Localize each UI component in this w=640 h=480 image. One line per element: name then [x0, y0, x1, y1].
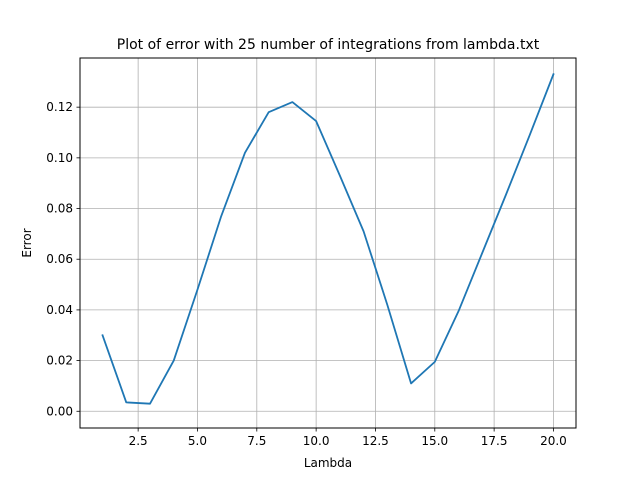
plot-frame [79, 57, 577, 429]
x-tick-label: 17.5 [481, 434, 508, 448]
chart-title: Plot of error with 25 number of integrat… [117, 37, 540, 53]
x-tick-label: 10.0 [303, 434, 330, 448]
y-tick-label: 0.00 [46, 404, 73, 418]
x-tick-label: 15.0 [421, 434, 448, 448]
x-tick-label: 5.0 [188, 434, 207, 448]
y-tick-label: 0.12 [46, 100, 73, 114]
x-tick-label: 2.5 [129, 434, 148, 448]
x-tick-label: 12.5 [362, 434, 389, 448]
x-tick-label: 20.0 [540, 434, 567, 448]
y-tick-label: 0.06 [46, 252, 73, 266]
series-layer [101, 73, 555, 405]
y-tick-label: 0.10 [46, 151, 73, 165]
x-tick-label: 7.5 [247, 434, 266, 448]
x-axis-title: Lambda [304, 456, 352, 470]
y-tick-label: 0.04 [46, 303, 73, 317]
series-line [101, 73, 555, 405]
y-tick-label: 0.08 [46, 202, 73, 216]
grid-lines [80, 58, 576, 428]
y-axis-title: Error [20, 228, 34, 257]
y-tick-label: 0.02 [46, 354, 73, 368]
axis-ticks: 2.5 5.0 7.5 10.0 12.5 15.0 17.5 20.0 0.00 0.02 0.0… [46, 100, 567, 448]
